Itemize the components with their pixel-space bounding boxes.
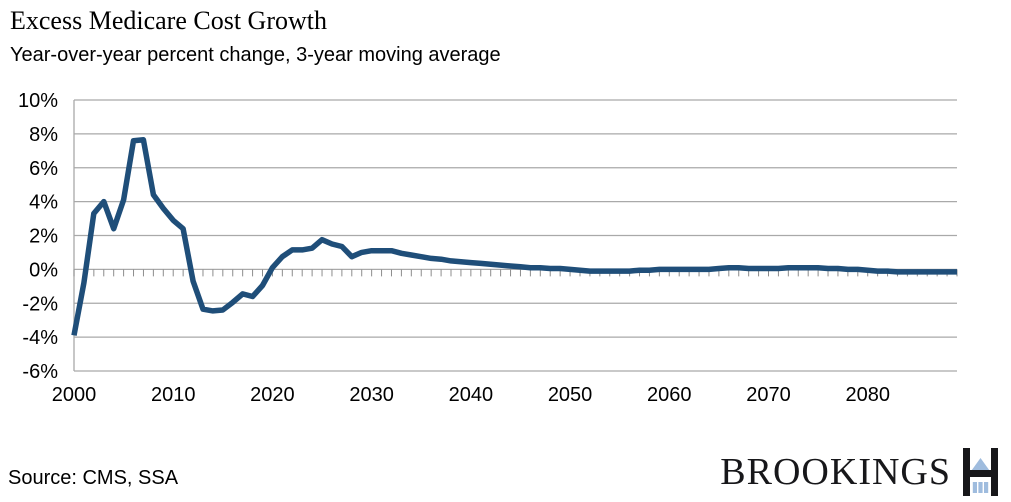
brookings-wordmark: BROOKINGS	[720, 451, 951, 493]
brookings-building-icon	[963, 448, 998, 496]
brookings-logo: BROOKINGS	[720, 448, 998, 496]
y-axis-tick-label: -6%	[22, 361, 58, 383]
x-axis-tick-label: 2030	[349, 384, 394, 406]
x-axis-tick-label: 2050	[548, 384, 593, 406]
y-axis-tick-label: -4%	[22, 327, 58, 349]
y-axis-tick-label: 8%	[29, 124, 58, 146]
x-axis-tick-label: 2070	[746, 384, 791, 406]
x-axis-tick-label: 2080	[845, 384, 890, 406]
x-axis-tick-label: 2040	[449, 384, 494, 406]
y-axis-tick-label: -2%	[22, 293, 58, 315]
y-axis-tick-label: 10%	[18, 90, 58, 112]
x-axis-tick-label: 2000	[52, 384, 97, 406]
source-note: Source: CMS, SSA	[8, 467, 179, 489]
y-axis-tick-label: 6%	[29, 158, 58, 180]
y-axis-tick-label: 2%	[29, 226, 58, 248]
x-axis-tick-label: 2020	[250, 384, 295, 406]
x-axis-tick-label: 2060	[647, 384, 692, 406]
chart-title: Excess Medicare Cost Growth	[10, 6, 327, 35]
data-line	[71, 137, 957, 336]
y-axis-tick-label: 4%	[29, 192, 58, 214]
y-axis-tick-label: 0%	[29, 259, 58, 281]
chart-subtitle: Year-over-year percent change, 3-year mo…	[10, 44, 501, 66]
x-axis-tick-label: 2010	[151, 384, 196, 406]
